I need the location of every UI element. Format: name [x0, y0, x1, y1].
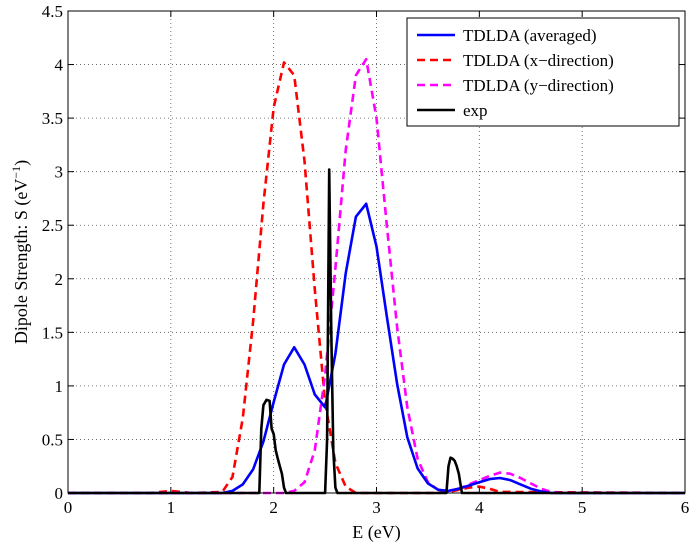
tick-layer: 0 1 2 3 4 5 6 0 0.5 1 1.5 2 2.5 3 3.5 4 4.5 — [42, 2, 690, 517]
x-tick-label: 5 — [578, 498, 587, 517]
series-line-tdlda-averaged — [68, 202, 685, 495]
series-line-exp — [68, 168, 685, 495]
x-axis-title: E (eV) — [352, 522, 400, 543]
y-axis-title-sup: −1 — [9, 166, 23, 179]
y-tick-label: 3.5 — [42, 109, 63, 128]
x-tick-label: 6 — [681, 498, 690, 517]
y-axis-title-close: ) — [11, 160, 32, 166]
series-layer — [68, 57, 686, 495]
x-tick-label: 1 — [167, 498, 176, 517]
y-tick-label: 0.5 — [42, 430, 63, 449]
legend-label: TDLDA (averaged) — [463, 26, 597, 45]
y-tick-label: 4.5 — [42, 2, 63, 21]
y-tick-label: 1 — [55, 377, 64, 396]
x-tick-label: 3 — [372, 498, 381, 517]
series-line-tdlda-y-direction — [68, 57, 685, 495]
y-tick-label: 3 — [55, 163, 64, 182]
legend: TDLDA (averaged) TDLDA (x−direction) TDLDA… — [406, 17, 680, 127]
y-tick-label: 1.5 — [42, 323, 63, 342]
y-tick-label: 2 — [55, 270, 64, 289]
y-axis-title-main: Dipole Strength: S (eV — [11, 179, 32, 344]
legend-label: exp — [463, 101, 488, 120]
x-tick-label: 4 — [475, 498, 484, 517]
legend-label: TDLDA (x−direction) — [463, 51, 614, 70]
legend-label: TDLDA (y−direction) — [463, 76, 614, 95]
y-axis-title: Dipole Strength: S (eV−1) — [9, 160, 32, 344]
x-tick-label: 0 — [64, 498, 73, 517]
y-tick-label: 2.5 — [42, 216, 63, 235]
y-tick-label: 4 — [55, 56, 64, 75]
y-tick-label: 0 — [55, 484, 64, 503]
series-line-tdlda-x-direction — [68, 61, 686, 495]
x-tick-label: 2 — [269, 498, 278, 517]
